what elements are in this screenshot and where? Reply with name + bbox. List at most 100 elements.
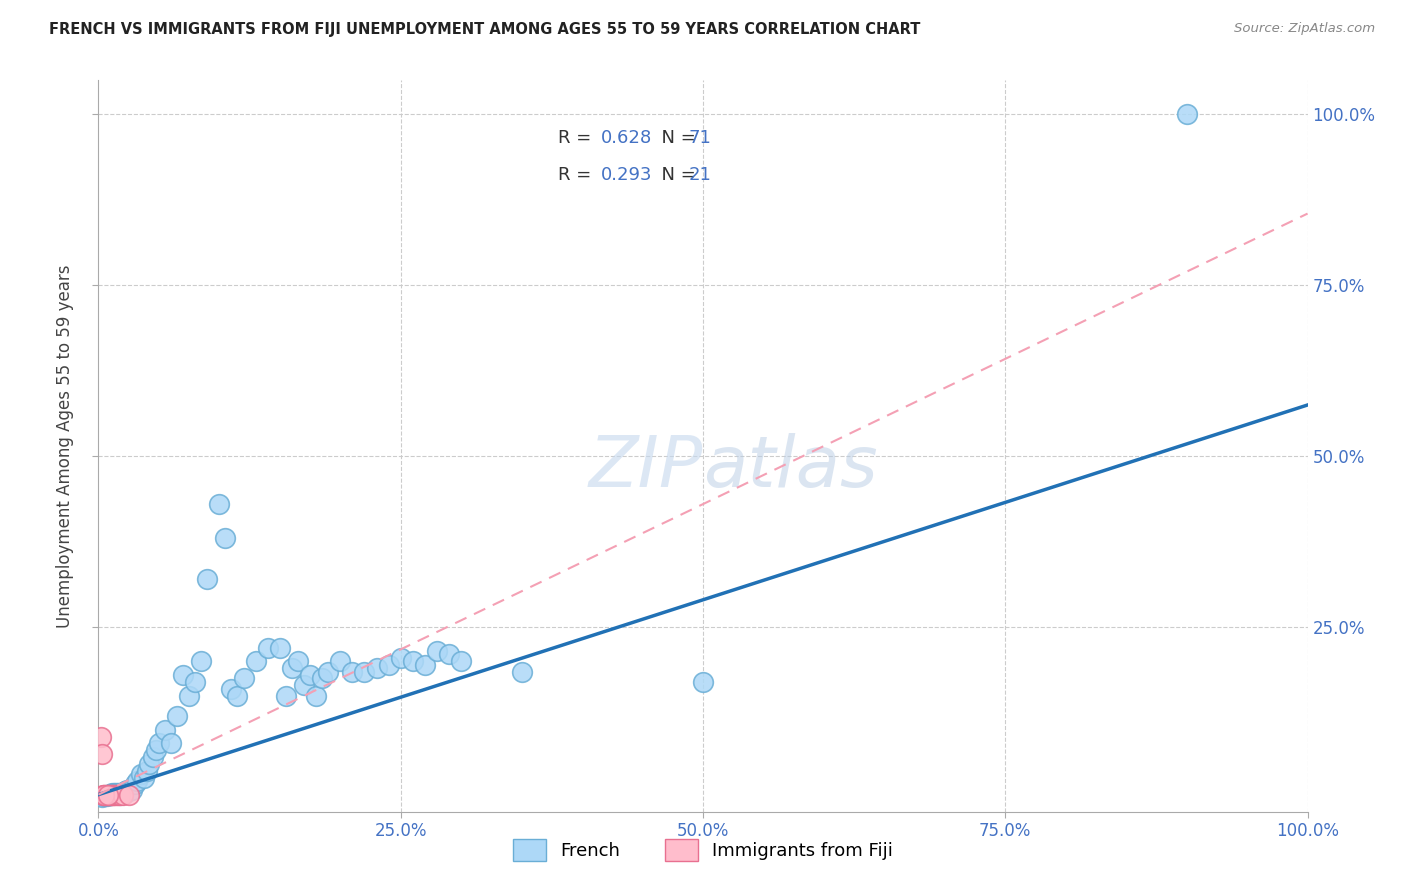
Point — [269, 640, 291, 655]
Point — [274, 689, 297, 703]
Point — [692, 674, 714, 689]
Point — [510, 665, 533, 679]
Point — [281, 661, 304, 675]
Point — [93, 788, 115, 802]
Point — [118, 784, 141, 798]
Point — [103, 786, 125, 800]
Point — [221, 681, 243, 696]
Point — [138, 756, 160, 771]
Y-axis label: Unemployment Among Ages 55 to 59 years: Unemployment Among Ages 55 to 59 years — [56, 264, 75, 628]
Point — [97, 788, 120, 802]
Point — [121, 782, 143, 797]
Point — [108, 788, 131, 802]
Point — [208, 497, 231, 511]
Point — [292, 678, 315, 692]
Point — [256, 640, 278, 655]
Text: ZIP: ZIP — [589, 434, 703, 502]
Point — [148, 736, 170, 750]
Text: Source: ZipAtlas.com: Source: ZipAtlas.com — [1234, 22, 1375, 36]
Point — [129, 767, 152, 781]
Point — [311, 672, 333, 686]
Point — [93, 788, 115, 802]
Point — [366, 661, 388, 675]
Point — [107, 786, 129, 800]
Point — [353, 665, 375, 679]
Text: N =: N = — [650, 166, 702, 184]
Point — [245, 654, 267, 668]
Text: R =: R = — [558, 166, 598, 184]
Point — [91, 789, 114, 804]
Point — [1175, 107, 1198, 121]
Point — [124, 777, 146, 791]
Point — [437, 648, 460, 662]
Point — [101, 788, 124, 802]
Point — [135, 764, 157, 778]
Point — [111, 786, 134, 800]
Text: R =: R = — [558, 128, 598, 146]
Point — [105, 788, 128, 802]
Point — [105, 786, 128, 800]
Point — [232, 672, 254, 686]
Point — [305, 689, 328, 703]
Point — [172, 668, 194, 682]
Point — [100, 788, 122, 802]
Point — [145, 743, 167, 757]
Point — [117, 782, 139, 797]
Point — [97, 788, 120, 802]
Point — [104, 788, 127, 802]
Point — [179, 689, 201, 703]
Point — [426, 644, 449, 658]
Point — [190, 654, 212, 668]
Text: 21: 21 — [689, 166, 711, 184]
Point — [299, 668, 322, 682]
Point — [93, 789, 115, 803]
Legend: French, Immigrants from Fiji: French, Immigrants from Fiji — [506, 832, 900, 869]
Point — [101, 787, 124, 801]
Point — [153, 723, 176, 737]
Point — [316, 665, 339, 679]
Point — [103, 788, 125, 802]
Point — [100, 786, 122, 800]
Point — [413, 657, 436, 672]
Point — [184, 674, 207, 689]
Point — [112, 787, 135, 801]
Point — [91, 747, 114, 761]
Point — [94, 789, 117, 803]
Text: N =: N = — [650, 128, 702, 146]
Point — [96, 788, 118, 802]
Point — [104, 786, 127, 800]
Point — [94, 788, 117, 802]
Point — [142, 750, 165, 764]
Point — [108, 788, 131, 802]
Point — [91, 788, 114, 802]
Point — [115, 784, 138, 798]
Point — [226, 689, 249, 703]
Point — [96, 789, 118, 803]
Point — [108, 787, 131, 801]
Point — [377, 657, 399, 672]
Point — [329, 654, 352, 668]
Text: 0.293: 0.293 — [600, 166, 652, 184]
Point — [114, 784, 136, 798]
Point — [342, 665, 364, 679]
Text: 71: 71 — [689, 128, 711, 146]
Point — [389, 651, 412, 665]
Point — [107, 788, 129, 802]
Point — [100, 788, 122, 802]
Point — [111, 788, 134, 802]
Point — [110, 786, 132, 800]
Point — [118, 788, 141, 802]
Point — [402, 654, 425, 668]
Point — [98, 788, 121, 802]
Point — [134, 771, 156, 785]
Point — [127, 774, 149, 789]
Point — [98, 789, 121, 803]
Point — [160, 736, 183, 750]
Point — [97, 788, 120, 802]
Point — [166, 709, 188, 723]
Point — [214, 531, 236, 545]
Point — [90, 730, 112, 744]
Point — [100, 787, 122, 801]
Point — [100, 788, 122, 802]
Point — [287, 654, 309, 668]
